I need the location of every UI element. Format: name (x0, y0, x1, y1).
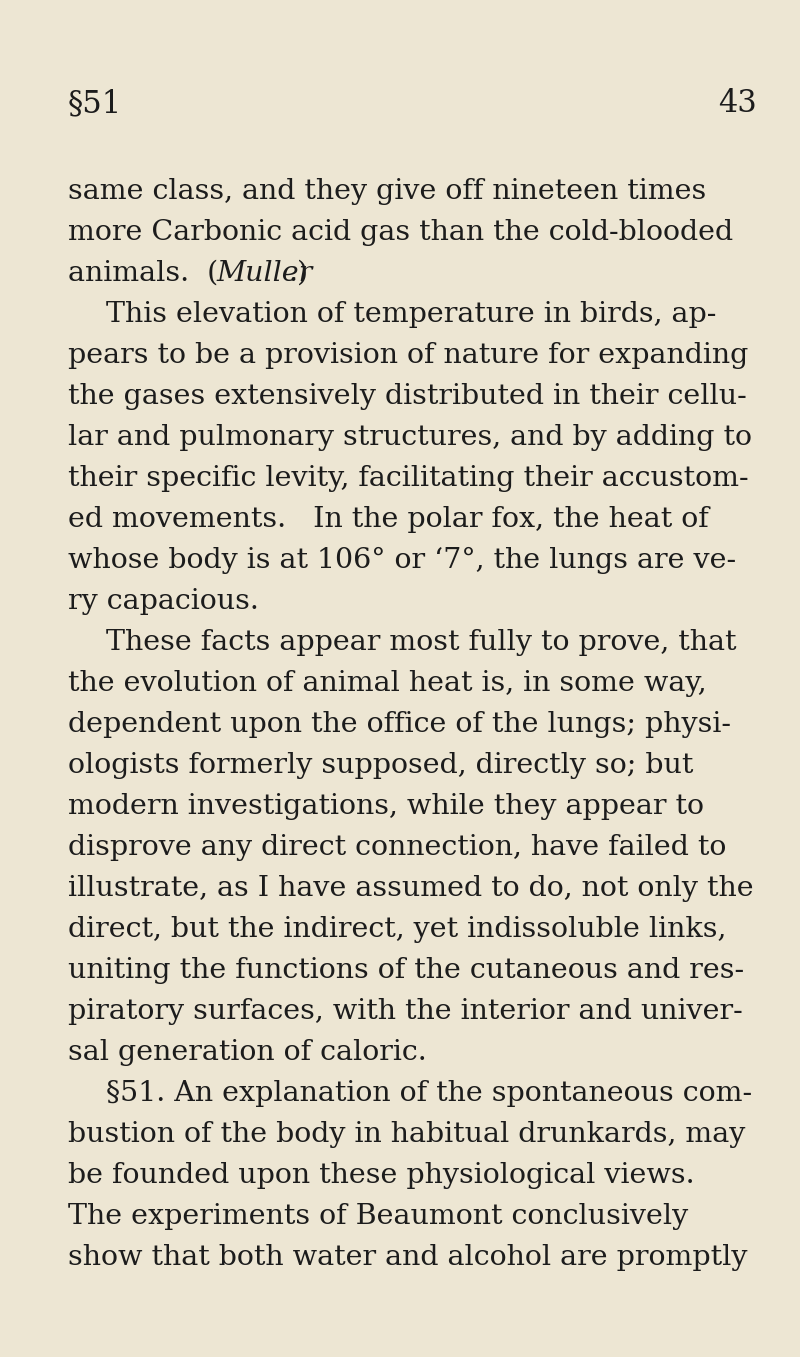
Text: lar and pulmonary structures, and by adding to: lar and pulmonary structures, and by add… (68, 423, 752, 451)
Text: same class, and they give off nineteen times: same class, and they give off nineteen t… (68, 178, 706, 205)
Text: disprove any direct connection, have failed to: disprove any direct connection, have fai… (68, 835, 726, 860)
Text: .): .) (288, 261, 308, 286)
Text: the gases extensively distributed in their cellu-: the gases extensively distributed in the… (68, 383, 746, 410)
Text: uniting the functions of the cutaneous and res-: uniting the functions of the cutaneous a… (68, 957, 744, 984)
Text: ed movements.   In the polar fox, the heat of: ed movements. In the polar fox, the heat… (68, 506, 709, 533)
Text: piratory surfaces, with the interior and univer-: piratory surfaces, with the interior and… (68, 997, 742, 1025)
Text: pears to be a provision of nature for expanding: pears to be a provision of nature for ex… (68, 342, 748, 369)
Text: dependent upon the office of the lungs; physi-: dependent upon the office of the lungs; … (68, 711, 731, 738)
Text: their specific levity, facilitating their accustom-: their specific levity, facilitating thei… (68, 465, 749, 493)
Text: illustrate, as I have assumed to do, not only the: illustrate, as I have assumed to do, not… (68, 875, 754, 902)
Text: §51. An explanation of the spontaneous com-: §51. An explanation of the spontaneous c… (106, 1080, 752, 1107)
Text: modern investigations, while they appear to: modern investigations, while they appear… (68, 792, 704, 820)
Text: The experiments of Beaumont conclusively: The experiments of Beaumont conclusively (68, 1204, 688, 1229)
Text: direct, but the indirect, yet indissoluble links,: direct, but the indirect, yet indissolub… (68, 916, 726, 943)
Text: This elevation of temperature in birds, ap-: This elevation of temperature in birds, … (106, 301, 716, 328)
Text: Muller: Muller (216, 261, 312, 286)
Text: more Carbonic acid gas than the cold-blooded: more Carbonic acid gas than the cold-blo… (68, 218, 733, 246)
Text: These facts appear most fully to prove, that: These facts appear most fully to prove, … (106, 630, 737, 655)
Text: the evolution of animal heat is, in some way,: the evolution of animal heat is, in some… (68, 670, 706, 697)
Text: be founded upon these physiological views.: be founded upon these physiological view… (68, 1162, 694, 1189)
Text: show that both water and alcohol are promptly: show that both water and alcohol are pro… (68, 1244, 747, 1272)
Text: bustion of the body in habitual drunkards, may: bustion of the body in habitual drunkard… (68, 1121, 746, 1148)
Text: sal generation of caloric.: sal generation of caloric. (68, 1039, 426, 1067)
Text: 43: 43 (718, 88, 757, 119)
Text: ologists formerly supposed, directly so; but: ologists formerly supposed, directly so;… (68, 752, 694, 779)
Text: animals.  (: animals. ( (68, 261, 218, 286)
Text: §51: §51 (68, 88, 122, 119)
Text: ry capacious.: ry capacious. (68, 588, 259, 615)
Text: whose body is at 106° or ‘7°, the lungs are ve-: whose body is at 106° or ‘7°, the lungs … (68, 547, 736, 574)
